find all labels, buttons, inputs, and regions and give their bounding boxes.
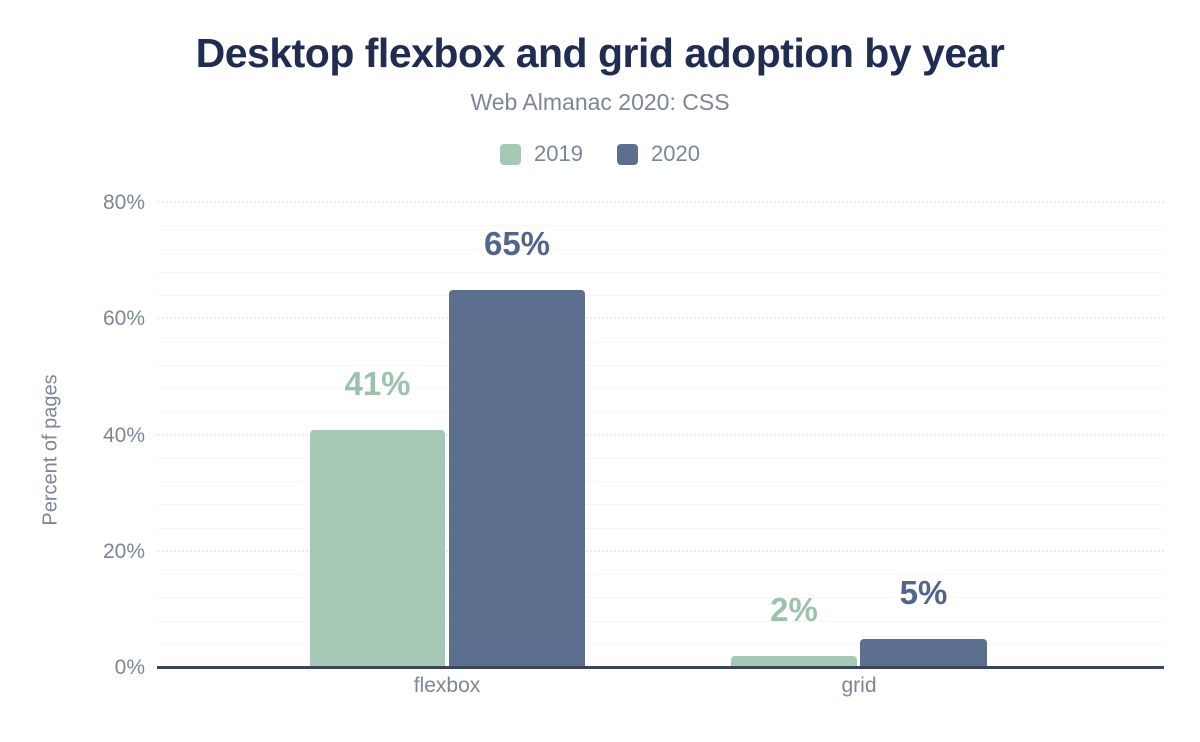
bar-2020-grid <box>860 639 987 668</box>
data-label-2019-grid: 2% <box>770 591 818 629</box>
legend-label-2019: 2019 <box>534 141 583 166</box>
chart-title: Desktop flexbox and grid adoption by yea… <box>195 30 1005 76</box>
legend-swatch-2019 <box>500 143 522 165</box>
minor-gridline <box>157 388 1164 389</box>
minor-gridline <box>157 527 1164 529</box>
y-tick-label: 20% <box>102 539 145 563</box>
minor-gridline <box>157 341 1164 343</box>
minor-gridline <box>157 643 1164 645</box>
minor-gridline <box>157 364 1164 366</box>
minor-gridline <box>157 597 1164 599</box>
minor-gridline <box>157 411 1164 413</box>
y-tick-label: 80% <box>102 191 145 214</box>
y-tick-label: 60% <box>102 307 145 331</box>
plot-area: 41% 65% 2% 5% flexbox grid <box>157 180 1164 697</box>
chart-subtitle: Web Almanac 2020: CSS <box>470 89 730 115</box>
minor-gridline <box>157 271 1164 273</box>
data-label-2020-flexbox: 65% <box>483 225 551 263</box>
minor-gridline <box>157 620 1164 622</box>
legend-swatch-2020 <box>617 143 638 165</box>
data-label-2020-grid: 5% <box>899 573 948 611</box>
legend: 2019 2020 <box>0 141 1200 167</box>
minor-gridline <box>157 248 1164 250</box>
minor-gridline <box>157 481 1164 482</box>
major-gridline <box>157 317 1164 320</box>
bar-2020-flexbox <box>449 290 585 668</box>
bar-2019-flexbox <box>310 430 445 668</box>
y-axis-tick-labels: 0% 20% 40% 60% 80% <box>65 180 145 679</box>
minor-gridline <box>157 574 1164 575</box>
x-axis-line <box>157 666 1164 669</box>
x-tick-label-flexbox: flexbox <box>413 674 481 697</box>
x-tick-label-grid: grid <box>841 674 877 697</box>
y-axis-title: Percent of pages <box>39 374 62 526</box>
data-label-2019-flexbox: 41% <box>344 364 411 402</box>
major-gridline <box>157 433 1164 436</box>
minor-gridline <box>157 457 1164 459</box>
y-tick-label: 0% <box>114 656 145 679</box>
major-gridline <box>157 201 1164 203</box>
legend-item-2019: 2019 <box>500 141 583 167</box>
y-tick-label: 40% <box>102 423 145 447</box>
legend-item-2020: 2020 <box>617 141 700 167</box>
major-gridline <box>157 549 1164 552</box>
minor-gridline <box>157 504 1164 506</box>
bar-2019-grid <box>731 656 857 668</box>
minor-gridline <box>157 225 1164 227</box>
minor-gridline <box>157 295 1164 296</box>
legend-label-2020: 2020 <box>651 141 700 166</box>
